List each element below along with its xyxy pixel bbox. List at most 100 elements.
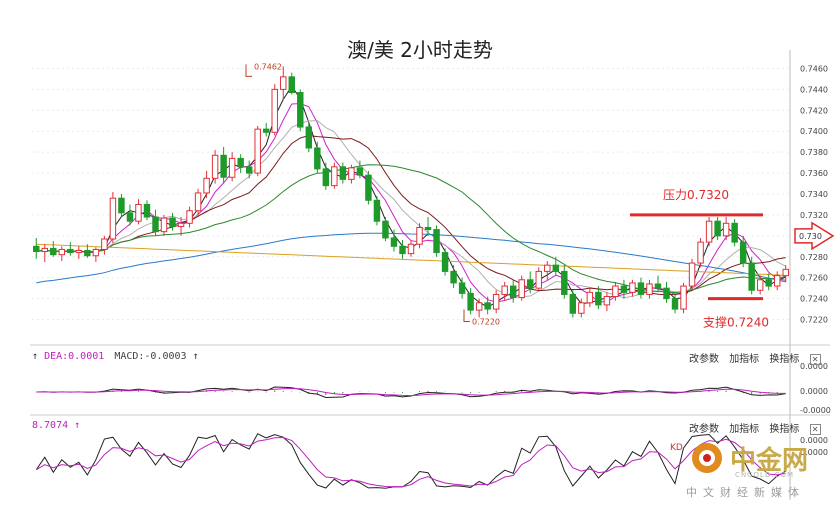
kd-k-line (35, 433, 786, 489)
candle-body (518, 279, 525, 299)
macd-dea-line (36, 387, 786, 397)
kd-tools: 改参数 加指标 换指标 ✕ (682, 420, 821, 435)
candle-body (305, 126, 313, 149)
ma-line-60 (36, 232, 786, 284)
candle-body (424, 226, 432, 231)
candle-body (211, 154, 219, 179)
candle-body (84, 249, 91, 257)
candle-body (101, 238, 108, 250)
candle-body (58, 248, 66, 256)
candle-body (646, 283, 653, 295)
candle-body (314, 147, 321, 170)
macd-tick-label: -0.0000 (800, 406, 831, 415)
candle-body (569, 293, 577, 314)
macd-switch-indicator-button[interactable]: 换指标 (769, 354, 800, 365)
y-tick-label: 0.7440 (800, 85, 828, 94)
candle-body (450, 270, 457, 284)
candle-body (245, 166, 253, 174)
chart-title: 澳/美 2小时走势 (347, 38, 493, 62)
candle-body (262, 128, 270, 133)
kd-switch-indicator-button[interactable]: 换指标 (769, 424, 800, 435)
macd-add-indicator-button[interactable]: 加指标 (729, 354, 760, 365)
watermark-brand: 中金网 (730, 446, 809, 476)
candle-body (322, 168, 330, 187)
candle-body (544, 264, 551, 272)
candle-body (586, 291, 594, 304)
macd-tools: 改参数 加指标 换指标 ✕ (682, 350, 821, 365)
candle-body (109, 197, 117, 240)
current-price-arrow (794, 221, 835, 251)
low-marker (463, 309, 470, 323)
macd-tick-label: 0.0000 (800, 362, 828, 371)
candle-body (143, 203, 151, 218)
macd-close-icon[interactable]: ✕ (809, 354, 821, 365)
candle-body (152, 216, 159, 233)
candle-body (407, 243, 415, 255)
kd-legend-label: KD (670, 443, 683, 453)
kd-tick-label: 0.0000 (800, 448, 828, 457)
candle-body (748, 262, 755, 291)
candle-body (382, 220, 389, 239)
candle-body (75, 249, 83, 254)
kd-close-icon[interactable]: ✕ (809, 424, 821, 435)
candle-body (339, 166, 347, 180)
macd-label: ↑ DEA:0.0001 MACD:-0.0003 ↑ (32, 351, 199, 362)
candle-body (331, 166, 338, 187)
watermark-sub: CNGOLD.COM (735, 471, 795, 479)
candle-body (705, 220, 713, 243)
candle-body (160, 217, 168, 233)
candle-body (756, 279, 764, 291)
candle-body (535, 270, 542, 289)
kd-edit-params-button[interactable]: 改参数 (689, 424, 719, 435)
macd-edit-params-button[interactable]: 改参数 (689, 354, 719, 365)
candle-body (612, 285, 619, 298)
kd-value-label: 8.7074 (32, 420, 69, 431)
candle-body (731, 222, 738, 243)
kd-label: 8.7074 ↑ (32, 420, 81, 431)
ma-line-140 (36, 243, 786, 276)
candle-body (169, 217, 176, 227)
candle-body (254, 128, 261, 174)
candle-body (280, 76, 287, 90)
candle-body (637, 282, 645, 295)
candle-body (578, 302, 585, 314)
candle-body (271, 88, 278, 133)
candle-body (671, 298, 679, 310)
y-tick-label: 0.7280 (800, 253, 828, 262)
candle-body (177, 222, 185, 227)
candle-body (484, 302, 491, 310)
candle-body (186, 210, 193, 224)
high-label: 0.7462 (254, 62, 282, 71)
candle-body (620, 285, 628, 293)
candle-body (475, 302, 483, 311)
y-tick-label: 0.7340 (800, 190, 828, 199)
y-tick-label: 0.7220 (800, 316, 828, 325)
candle-body (629, 282, 636, 293)
candle-body (228, 157, 236, 178)
kd-tick-label: 0.0000 (800, 436, 828, 445)
candle-body (552, 264, 560, 272)
kd-add-indicator-button[interactable]: 加指标 (729, 424, 760, 435)
candle-body (433, 229, 440, 254)
candle-body (135, 203, 142, 222)
candle-body (373, 199, 381, 222)
candle-body (527, 279, 534, 289)
candle-body (441, 252, 449, 272)
candle-body (654, 283, 662, 289)
macd-tick-label: 0.0000 (800, 387, 828, 396)
candle-body (722, 222, 730, 237)
candle-body (399, 245, 406, 255)
candle-body (416, 226, 423, 245)
candle-body (773, 275, 781, 287)
candle-body (41, 247, 49, 253)
candle-body (118, 197, 125, 214)
candle-body (509, 285, 517, 299)
support-label: 支撑0.7240 (703, 315, 769, 330)
candle-body (458, 282, 466, 294)
candle-body (765, 279, 772, 287)
candle-body (595, 291, 602, 306)
ma-line-25 (36, 164, 786, 294)
candle-body (663, 287, 670, 300)
